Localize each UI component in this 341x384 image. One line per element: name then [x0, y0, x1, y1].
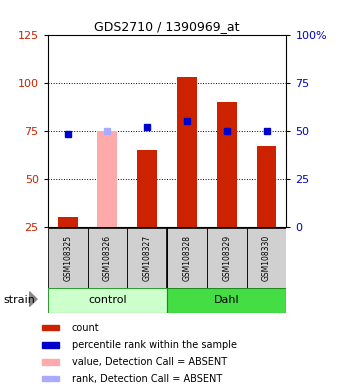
Text: value, Detection Call = ABSENT: value, Detection Call = ABSENT [72, 357, 227, 367]
Text: GSM108330: GSM108330 [262, 235, 271, 281]
Bar [247, 228, 286, 288]
Bar [58, 217, 77, 227]
Text: GSM108326: GSM108326 [103, 235, 112, 281]
Text: control: control [88, 295, 127, 306]
Text: GSM108327: GSM108327 [143, 235, 152, 281]
Text: GSM108325: GSM108325 [63, 235, 72, 281]
Bar [88, 228, 127, 288]
Text: percentile rank within the sample: percentile rank within the sample [72, 340, 237, 350]
Bar [177, 77, 197, 227]
Bar [167, 228, 207, 288]
Text: strain: strain [3, 295, 35, 305]
Bar [48, 288, 167, 313]
Bar [42, 359, 59, 364]
Text: GSM108329: GSM108329 [222, 235, 231, 281]
Bar [127, 228, 167, 288]
Bar [167, 288, 286, 313]
Bar [42, 376, 59, 381]
Bar [217, 102, 237, 227]
Bar [98, 131, 117, 227]
Text: rank, Detection Call = ABSENT: rank, Detection Call = ABSENT [72, 374, 222, 384]
Title: GDS2710 / 1390969_at: GDS2710 / 1390969_at [94, 20, 240, 33]
Bar [207, 228, 247, 288]
Bar [256, 146, 277, 227]
Text: count: count [72, 323, 100, 333]
Text: Dahl: Dahl [214, 295, 240, 306]
Bar [42, 342, 59, 348]
Bar [48, 228, 88, 288]
Text: GSM108328: GSM108328 [182, 235, 192, 281]
Bar [137, 150, 157, 227]
Polygon shape [29, 292, 37, 306]
Bar [42, 325, 59, 330]
